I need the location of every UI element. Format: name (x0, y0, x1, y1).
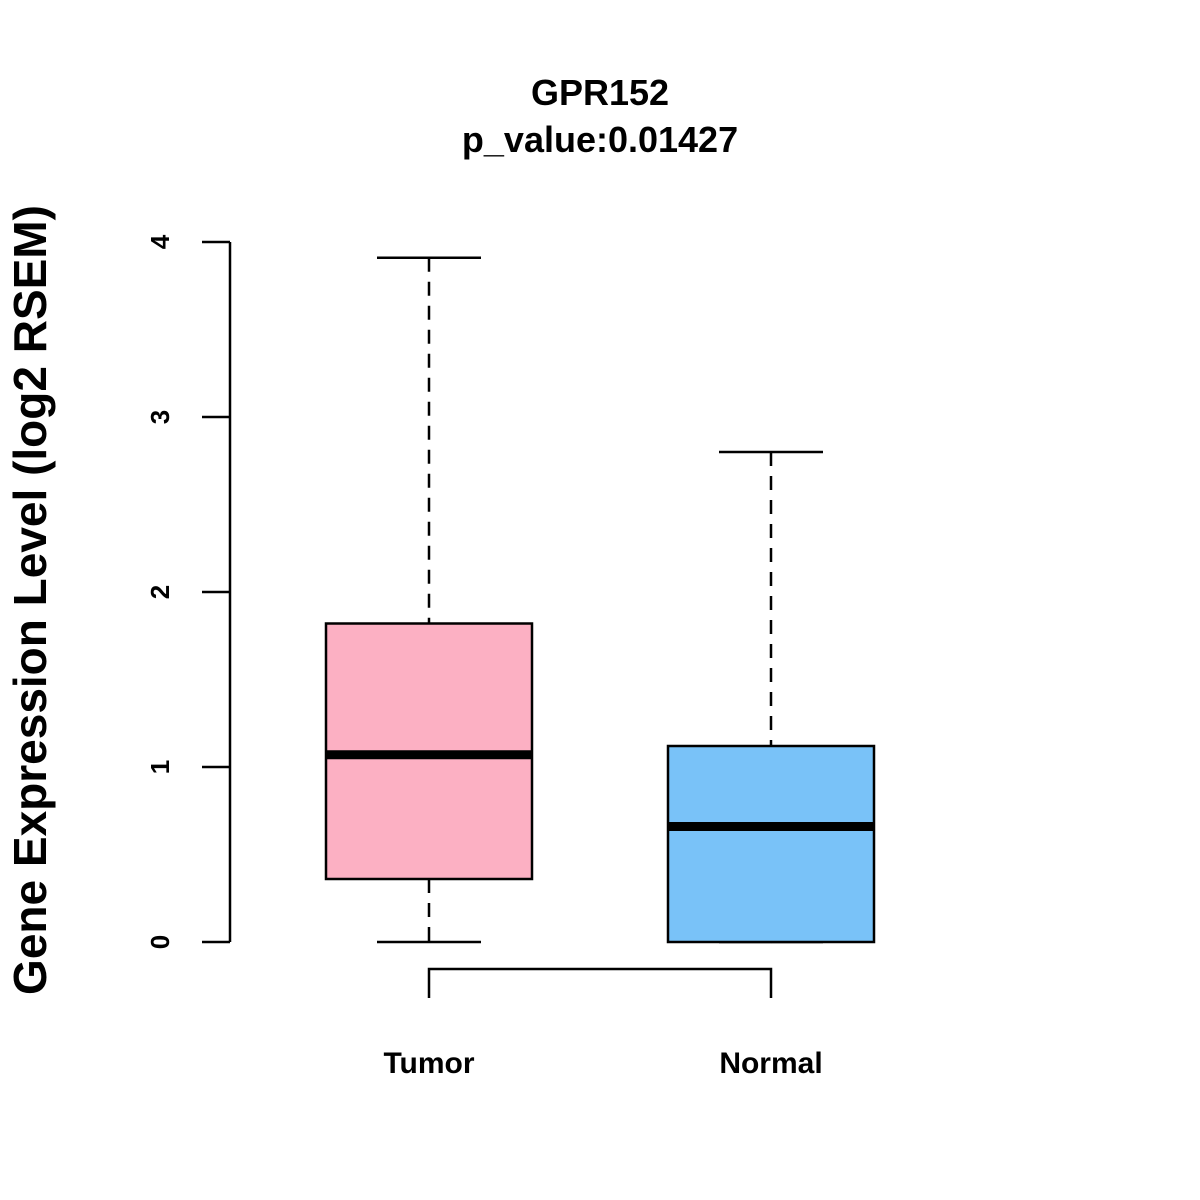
x-label-tumor: Tumor (383, 1047, 474, 1080)
y-tick-label-2: 2 (145, 585, 175, 599)
box-tumor (324, 256, 534, 944)
y-tick-label-4: 4 (145, 234, 175, 249)
y-axis-label: Gene Expression Level (log2 RSEM) (4, 205, 56, 995)
y-tick-label-3: 3 (145, 410, 175, 424)
box-normal (666, 450, 876, 944)
box-rect-normal (666, 744, 876, 944)
boxes (324, 256, 876, 944)
y-axis: 0 1 2 3 4 (145, 234, 232, 949)
chart-subtitle: p_value:0.01427 (462, 119, 738, 160)
y-tick-label-0: 0 (145, 935, 175, 949)
y-tick-label-1: 1 (145, 760, 175, 774)
comparison-bracket (427, 967, 773, 998)
bracket-path (427, 967, 773, 998)
chart-title: GPR152 (531, 72, 669, 113)
x-label-normal: Normal (719, 1047, 822, 1080)
x-axis-labels: Tumor Normal (383, 1047, 822, 1080)
